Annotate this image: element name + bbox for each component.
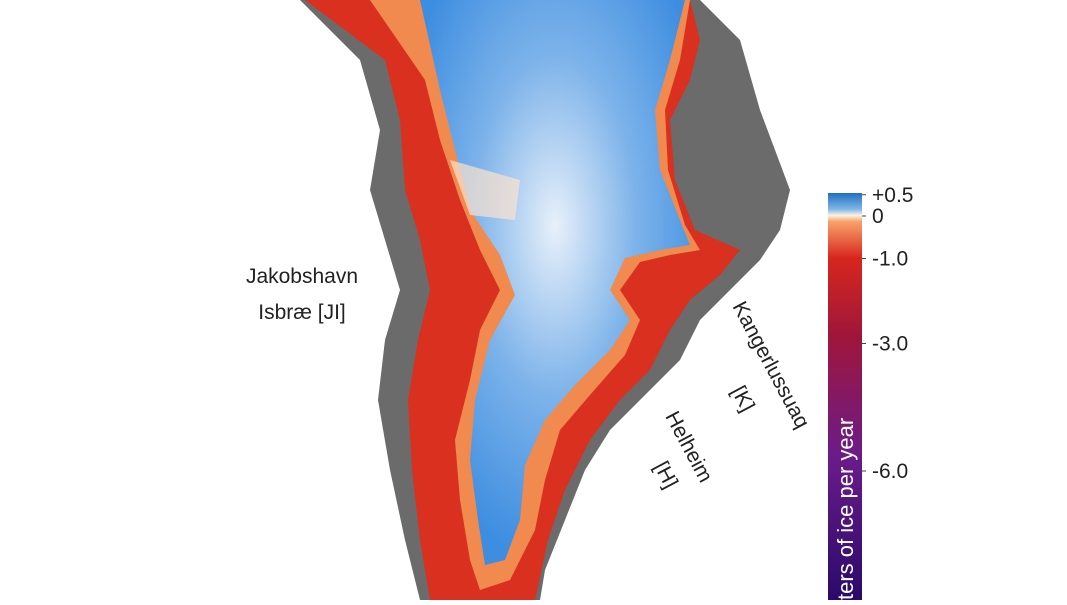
colorbar-tick-label: -3.0 [872, 333, 908, 356]
place-label: [K] [727, 382, 759, 415]
ice-pale-zone [450, 160, 520, 220]
colorbar-tick-label: -1.0 [872, 248, 908, 271]
place-label: [H] [649, 458, 682, 492]
colorbar-tick-label: 0 [872, 205, 884, 228]
colorbar [828, 193, 862, 600]
colorbar-label: ters of ice per year [833, 418, 858, 600]
place-label: Isbræ [JI] [258, 301, 346, 324]
colorbar-tick-label: -6.0 [872, 460, 908, 483]
colorbar-tick-label: +0.5 [872, 184, 913, 207]
colorbar-ticks: +0.50 -1.0 -3.0 -6.0 [862, 184, 913, 483]
ice-interior [420, 0, 690, 565]
place-label: Jakobshavn [246, 265, 358, 288]
